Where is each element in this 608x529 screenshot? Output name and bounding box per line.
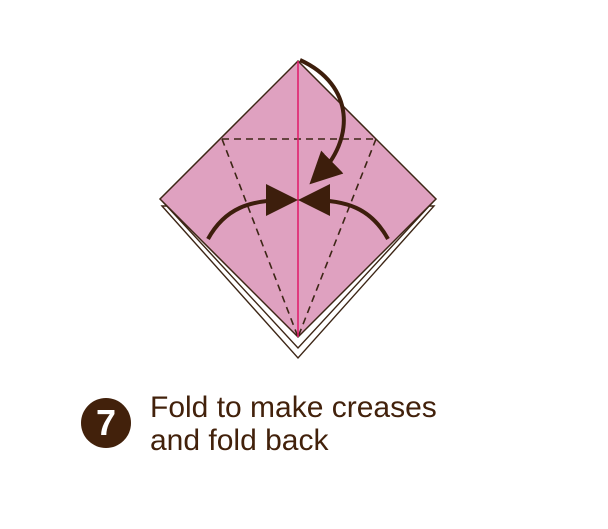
instruction-line-2: and fold back bbox=[150, 424, 329, 457]
left-fold-arrow bbox=[206, 184, 298, 240]
instruction-line-1: Fold to make creases bbox=[150, 391, 437, 424]
step-number-badge: 7 bbox=[81, 398, 131, 448]
right-fold-arrow bbox=[298, 184, 390, 240]
step-instruction: Fold to make creases and fold back bbox=[150, 391, 437, 457]
top-fold-arrow bbox=[299, 58, 346, 185]
